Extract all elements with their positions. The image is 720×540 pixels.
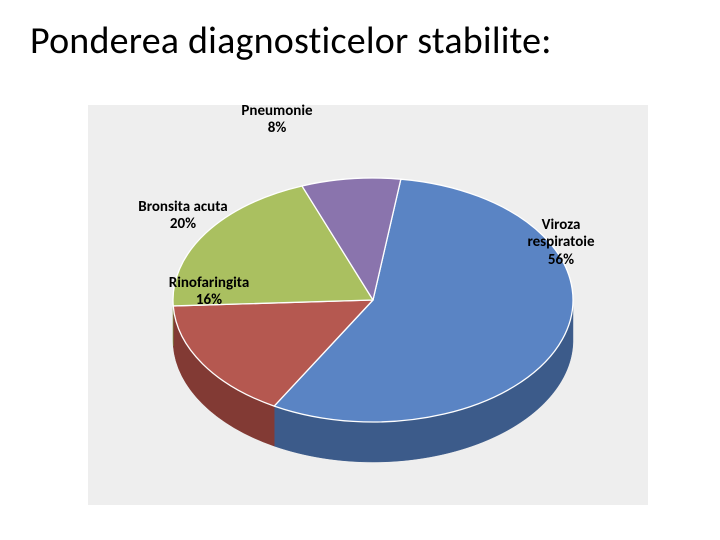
slide: Ponderea diagnosticelor stabilite: Pneum… — [0, 0, 720, 540]
label-rinofaringita: Rinofaringita 16% — [144, 275, 274, 310]
label-bronsita: Bronsita acuta 20% — [118, 199, 248, 234]
pie-chart-zone: Pneumonie 8% Bronsita acuta 20% Rinofari… — [88, 105, 648, 505]
page-title: Ponderea diagnosticelor stabilite: — [30, 18, 552, 64]
label-pneumonie: Pneumonie 8% — [227, 103, 327, 138]
label-viroza: Viroza respiratoie 56% — [506, 217, 616, 269]
